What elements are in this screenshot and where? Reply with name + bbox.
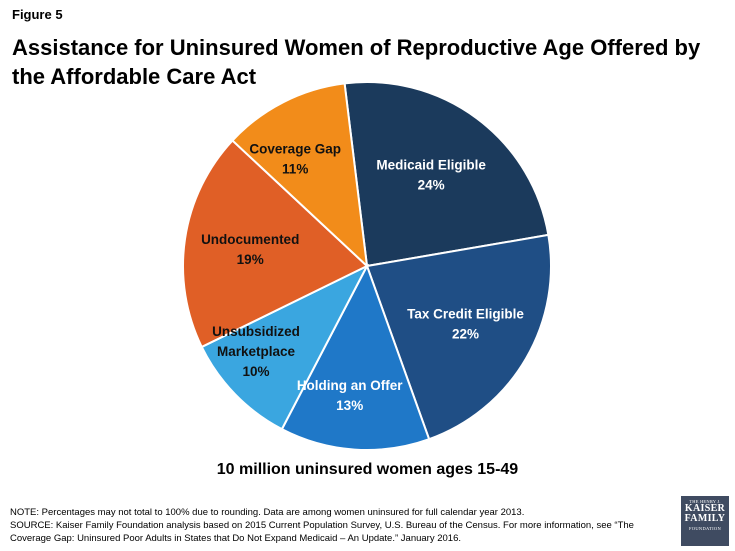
pie-slice-holding-an-offer (280, 263, 431, 451)
slice-value-label-4: 19% (237, 252, 264, 267)
logo-top-text: THE HENRY J. (689, 499, 721, 504)
logo-bottom-text: FOUNDATION (689, 526, 721, 531)
pie-slice-undocumented (182, 139, 369, 349)
chart-caption: 10 million uninsured women ages 15-49 (216, 461, 519, 478)
slice-value-label-2: 13% (336, 398, 363, 413)
slice-name-label-1: Tax Credit Eligible (407, 307, 524, 322)
source-text-line2: Coverage Gap: Uninsured Poor Adults in S… (10, 533, 461, 544)
figure-label: Figure 5 (12, 7, 63, 22)
pie-slice-unsubsidized-marketplace (200, 263, 370, 431)
slice-name-label-2: Holding an Offer (297, 378, 403, 393)
slice-value-label-0: 24% (418, 178, 445, 193)
slice-name-label-4: Undocumented (201, 232, 299, 247)
slice-value-label-3: 10% (242, 364, 269, 379)
slice-name-label-3: Marketplace (217, 344, 296, 359)
slice-name-label-3: Unsubsidized (212, 324, 300, 339)
chart-title: Assistance for Uninsured Women of Reprod… (12, 35, 701, 89)
source-text-line1: SOURCE: Kaiser Family Foundation analysi… (10, 520, 634, 531)
slice-name-label-5: Coverage Gap (249, 141, 341, 156)
footnotes: NOTE: Percentages may not total to 100% … (10, 506, 650, 545)
slice-value-label-1: 22% (452, 327, 479, 342)
kff-logo: THE HENRY J. KAISER FAMILY FOUNDATION (681, 496, 729, 546)
slice-name-label-0: Medicaid Eligible (376, 158, 486, 173)
note-text: NOTE: Percentages may not total to 100% … (10, 507, 525, 518)
logo-kaiser: KAISER (684, 503, 726, 514)
pie-slice-tax-credit-eligible (365, 233, 552, 441)
pie-slice-medicaid-eligible (343, 80, 550, 268)
pie-slice-coverage-gap (231, 82, 369, 269)
logo-family: FAMILY (684, 513, 726, 524)
slice-value-label-5: 11% (282, 161, 308, 176)
